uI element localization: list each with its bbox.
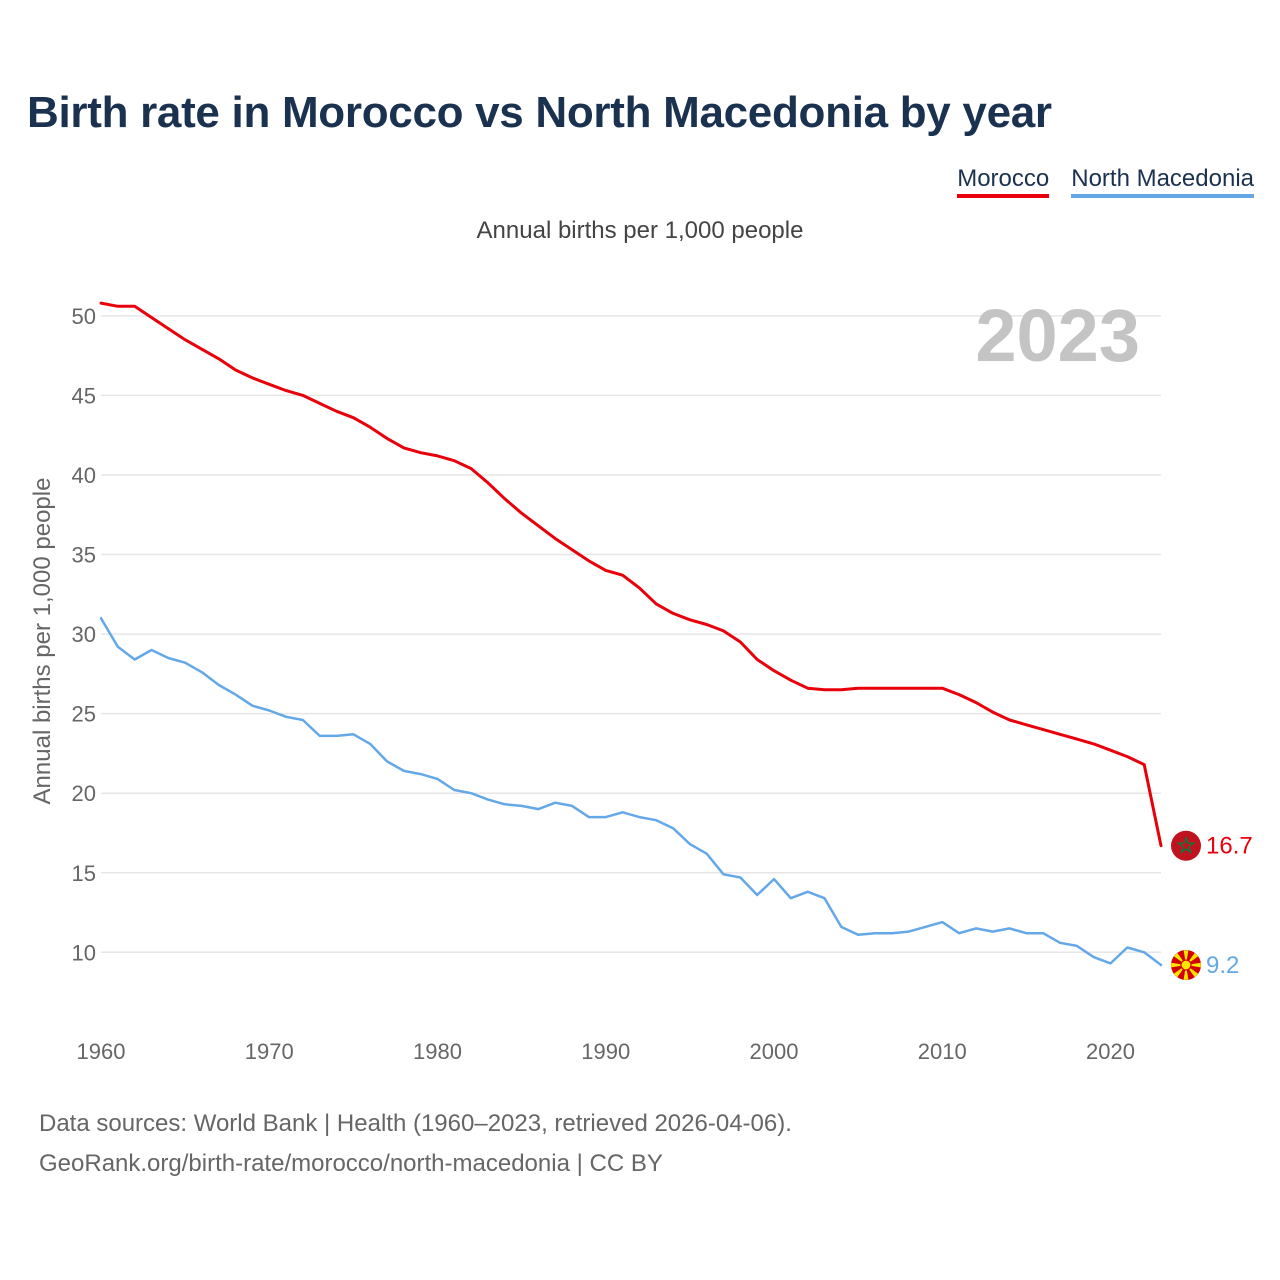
legend: Morocco North Macedonia <box>957 165 1254 198</box>
legend-item-north-macedonia[interactable]: North Macedonia <box>1071 165 1254 198</box>
gridlines <box>101 315 1161 954</box>
legend-item-morocco[interactable]: Morocco <box>957 165 1050 198</box>
series-line-morocco[interactable] <box>99 301 1163 848</box>
series-line-north-macedonia[interactable] <box>99 616 1163 967</box>
chart-subtitle: Annual births per 1,000 people <box>476 217 804 244</box>
x-tick-label: 1980 <box>413 1039 462 1064</box>
x-tick-label: 2010 <box>918 1039 967 1064</box>
line-chart: 10 15 20 25 30 35 40 45 50 1960 1970 1980 1990 2000 2… <box>29 294 1253 1064</box>
footer-sources: Data sources: World Bank | Health (1960–… <box>39 1110 792 1137</box>
chart-title: Birth rate in Morocco vs North Macedonia… <box>27 88 1052 137</box>
series-lines <box>99 301 1163 967</box>
year-watermark: 2023 <box>975 294 1140 377</box>
y-tick-label: 45 <box>72 383 96 408</box>
morocco-flag-icon <box>1171 830 1201 861</box>
end-value-label: 16.7 <box>1206 833 1253 860</box>
y-tick-label: 20 <box>72 781 96 806</box>
footer: Data sources: World Bank | Health (1960–… <box>39 1104 792 1184</box>
y-tick-label: 30 <box>72 622 96 647</box>
y-axis-ticks: 10 15 20 25 30 35 40 45 50 <box>72 304 96 965</box>
y-tick-label: 40 <box>72 463 96 488</box>
x-tick-label: 1990 <box>581 1039 630 1064</box>
end-value-label: 9.2 <box>1206 952 1239 979</box>
x-tick-label: 1960 <box>77 1039 126 1064</box>
x-axis-ticks: 1960 1970 1980 1990 2000 2010 2020 <box>77 1039 1135 1064</box>
y-tick-label: 15 <box>72 861 96 886</box>
y-tick-label: 50 <box>72 304 96 329</box>
y-tick-label: 10 <box>72 940 96 965</box>
north-macedonia-flag-icon <box>1171 950 1201 981</box>
x-tick-label: 2000 <box>750 1039 799 1064</box>
x-tick-label: 2020 <box>1086 1039 1135 1064</box>
y-tick-label: 25 <box>72 702 96 727</box>
x-tick-label: 1970 <box>245 1039 294 1064</box>
y-tick-label: 35 <box>72 543 96 568</box>
series-end-markers: 16.7 9.2 <box>1171 830 1253 981</box>
footer-link[interactable]: GeoRank.org/birth-rate/morocco/north-mac… <box>39 1150 663 1177</box>
y-axis-label: Annual births per 1,000 people <box>29 478 56 805</box>
